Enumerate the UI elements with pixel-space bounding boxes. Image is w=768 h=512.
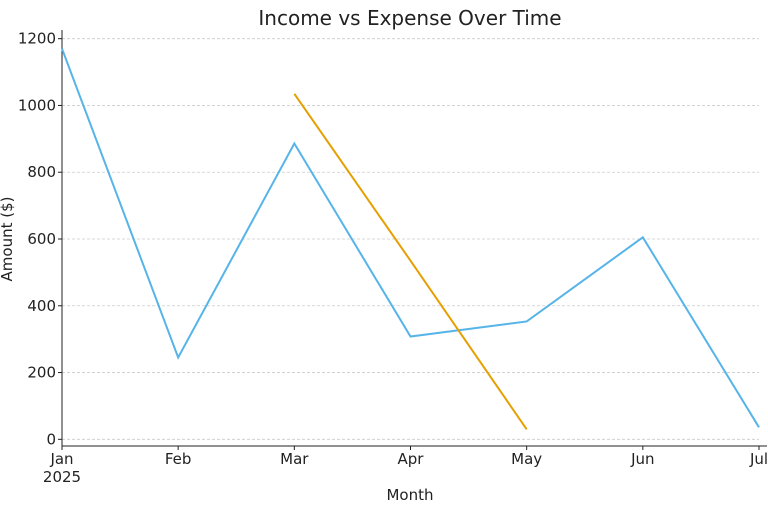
y-tick-label: 800 <box>27 163 56 181</box>
x-tick-label: Jul <box>749 450 768 468</box>
chart-title: Income vs Expense Over Time <box>258 6 561 30</box>
x-tick-label: Mar <box>280 450 309 468</box>
x-tick-label: Jan 2025 <box>43 450 81 486</box>
x-tick-label: Apr <box>398 450 425 468</box>
x-tick-label: May <box>511 450 542 468</box>
y-axis-label: Amount ($) <box>0 197 16 282</box>
x-axis-label: Month <box>386 486 433 504</box>
y-tick-label: 1000 <box>18 96 56 114</box>
line-series <box>293 93 528 430</box>
y-tick-label: 400 <box>27 297 56 315</box>
line-series <box>61 48 760 428</box>
y-tick-label: 600 <box>27 230 56 248</box>
x-tick-label: Feb <box>165 450 192 468</box>
x-tick-label: Jun <box>630 450 654 468</box>
y-tick-label: 0 <box>46 430 56 448</box>
y-tick-label: 200 <box>27 364 56 382</box>
y-tick-label: 1200 <box>18 30 56 48</box>
